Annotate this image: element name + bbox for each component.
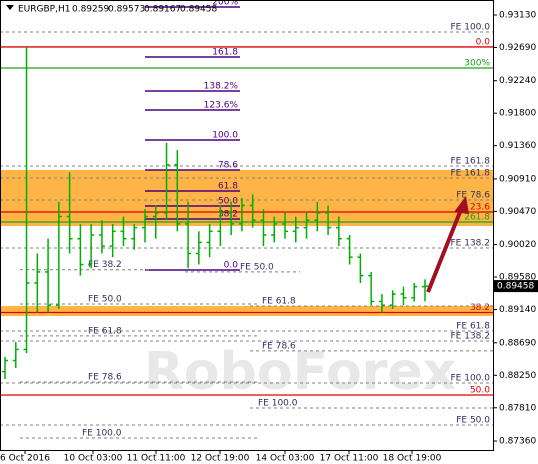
x-tick-label: 17 Oct 11:00 — [320, 454, 379, 464]
x-tick-label: 14 Oct 03:00 — [256, 454, 315, 464]
level-label: 61.8 — [218, 182, 238, 192]
level-label: 123.6% — [204, 101, 239, 111]
x-tick-label: 18 Oct 19:00 — [383, 454, 442, 464]
level-label: FE 61.8 — [88, 326, 122, 336]
arrow-head — [454, 196, 469, 214]
level-label: FE 78.6 — [456, 191, 490, 201]
last-price-box — [493, 280, 538, 293]
level-label: FE 138.2 — [451, 332, 491, 342]
level-label: FE 138.2 — [451, 238, 491, 248]
watermark: RoboForex — [144, 342, 456, 402]
y-tick-label: 0.91360 — [499, 141, 536, 151]
header-price: 0.89259 — [72, 5, 109, 15]
header-price: 0.89167 — [144, 5, 181, 15]
y-tick-label: 0.90020 — [499, 240, 536, 250]
level-label: 38.2 — [470, 303, 490, 313]
header-price: 0.89573 — [108, 5, 145, 15]
last-price: 0.89458 — [497, 282, 534, 292]
level-label: 261.8 — [464, 213, 490, 223]
level-label: FE 78.6 — [262, 341, 296, 351]
zone — [0, 169, 493, 226]
y-tick-label: 0.88250 — [499, 371, 536, 381]
level-label: 300% — [464, 58, 490, 68]
y-tick-label: 0.89580 — [499, 273, 536, 283]
header-icon — [6, 5, 14, 10]
y-tick-label: 0.90910 — [499, 174, 536, 184]
level-label: FE 100.0 — [451, 22, 491, 32]
level-label: 200% — [212, 0, 238, 8]
level-label: 100.0 — [212, 130, 238, 140]
level-label: FE 100.0 — [451, 373, 491, 383]
x-tick-label: 12 Oct 19:00 — [191, 454, 250, 464]
level-label: 78.6 — [218, 161, 238, 171]
zone — [0, 305, 493, 316]
plot-frame — [0, 0, 494, 451]
y-tick-label: 0.87810 — [499, 403, 536, 413]
y-tick-label: 0.89140 — [499, 305, 536, 315]
level-label: 161.8 — [212, 47, 238, 57]
level-label: FE 100.0 — [82, 428, 122, 438]
y-tick-label: 0.93130 — [499, 10, 536, 20]
y-tick-label: 0.92240 — [499, 76, 536, 86]
header-price: 0.89458 — [180, 5, 217, 15]
level-label: 50.0 — [470, 385, 490, 395]
y-tick-label: 0.90470 — [499, 207, 536, 217]
arrow-shaft — [426, 206, 464, 293]
level-label: FE 161.8 — [451, 156, 491, 166]
level-label: 23.6 — [470, 202, 490, 212]
x-tick-label: 10 Oct 03:00 — [64, 454, 123, 464]
level-label: FE 50.0 — [240, 262, 274, 272]
x-tick-label: 6 Oct 2016 — [0, 454, 50, 464]
level-label: FE 78.6 — [88, 373, 122, 383]
level-label: FE 100.0 — [258, 398, 298, 408]
x-tick-label: 11 Oct 11:00 — [127, 454, 186, 464]
level-label: FE 61.8 — [456, 321, 490, 331]
y-tick-label: 0.88690 — [499, 338, 536, 348]
level-label: 0.0 — [224, 261, 239, 271]
level-label: FE 50.0 — [456, 415, 490, 425]
y-tick-label: 0.92690 — [499, 43, 536, 53]
y-tick-label: 0.91800 — [499, 109, 536, 119]
level-label: FE 50.0 — [88, 294, 122, 304]
level-label: 50.0 — [218, 196, 238, 206]
level-label: 0.0 — [476, 37, 491, 47]
level-label: FE 61.8 — [262, 296, 296, 306]
level-label: FE 161.8 — [451, 169, 491, 179]
level-label: 138.2% — [204, 81, 239, 91]
symbol: EURGBP,H1 — [18, 5, 70, 15]
y-tick-label: 0.87360 — [499, 436, 536, 446]
level-label: FE 38.2 — [88, 260, 122, 270]
level-label: 38.2 — [218, 209, 238, 219]
